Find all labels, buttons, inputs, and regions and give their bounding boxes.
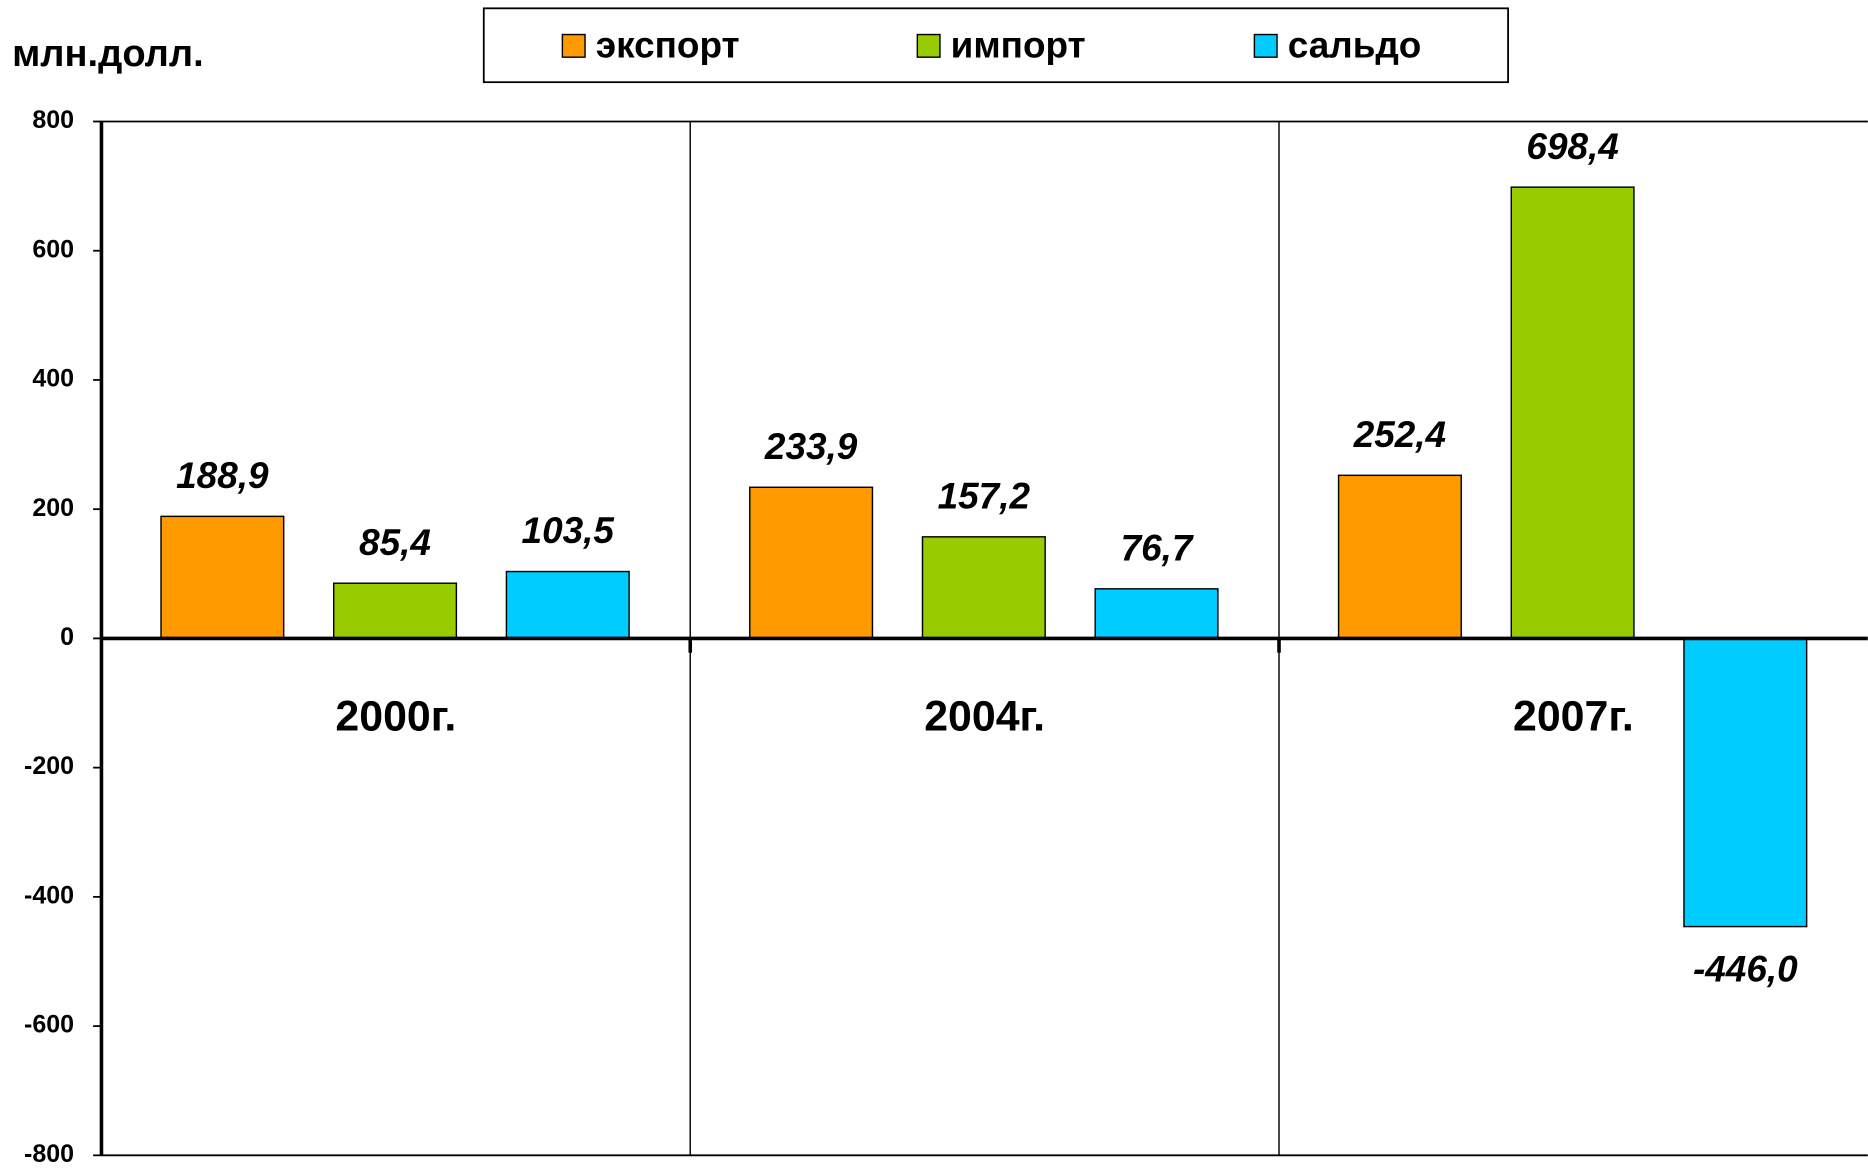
value-label: 85,4 — [359, 522, 431, 563]
y-tick-label: -800 — [24, 1140, 74, 1168]
value-label: 233,9 — [764, 426, 858, 467]
y-tick-label: 200 — [32, 494, 74, 522]
bar — [1510, 186, 1635, 640]
y-tick-label: 400 — [32, 365, 74, 393]
y-tick-label: -600 — [24, 1011, 74, 1039]
legend-label: импорт — [951, 24, 1086, 65]
x-tick-label: 2004г. — [924, 693, 1045, 741]
bar — [160, 515, 285, 640]
bar — [505, 570, 630, 640]
value-label: 252,4 — [1353, 414, 1446, 455]
legend-label: сальдо — [1288, 24, 1422, 65]
legend-swatch — [561, 33, 586, 58]
y-tick-label: 600 — [32, 235, 74, 263]
bar — [1094, 588, 1219, 640]
value-label: 698,4 — [1526, 126, 1618, 167]
y-tick-label: 0 — [60, 623, 74, 651]
bar — [1683, 637, 1808, 928]
y-tick-label: 800 — [32, 106, 74, 134]
bar — [921, 536, 1046, 640]
y-tick-label: -400 — [24, 881, 74, 909]
legend-box — [482, 7, 1509, 84]
legend-swatch — [1253, 33, 1278, 58]
value-label: 157,2 — [938, 475, 1031, 516]
value-label: 103,5 — [522, 510, 615, 551]
bar — [332, 582, 458, 640]
bar — [749, 486, 874, 640]
value-label: 76,7 — [1121, 527, 1194, 568]
bar — [1337, 474, 1462, 640]
x-tick-label: 2007г. — [1513, 693, 1634, 741]
x-tick-label: 2000г. — [335, 693, 456, 741]
value-label: 188,9 — [176, 455, 269, 496]
legend-swatch — [916, 33, 941, 58]
y-tick-label: -200 — [24, 752, 74, 780]
y-axis-label: млн.долл. — [12, 33, 204, 75]
value-label: -446,0 — [1693, 949, 1798, 990]
legend-label: экспорт — [596, 24, 740, 65]
